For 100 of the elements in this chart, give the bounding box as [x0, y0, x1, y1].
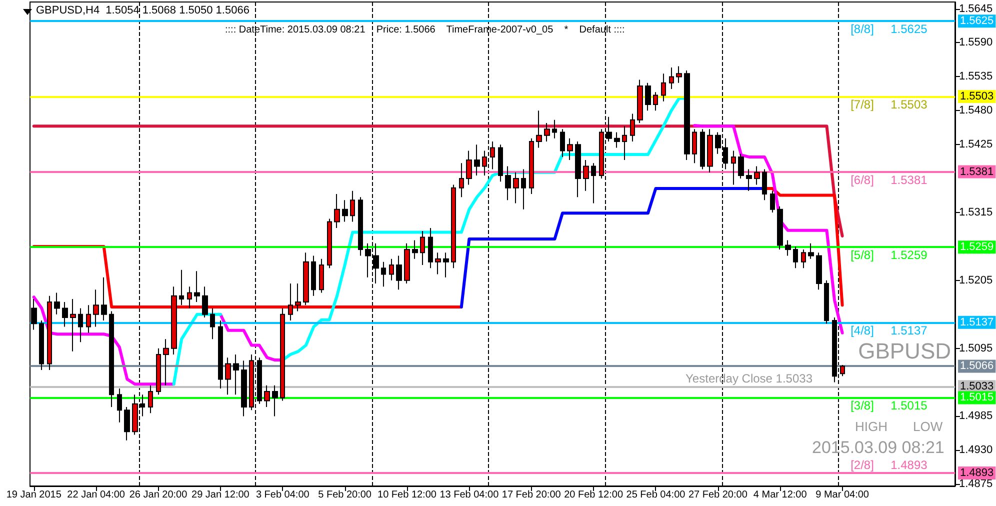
candlestick [661, 73, 666, 102]
candlestick [241, 360, 247, 417]
candlestick [225, 357, 231, 396]
candlestick [498, 144, 503, 182]
candlestick [389, 258, 394, 281]
candlestick [62, 302, 68, 328]
ref-line-label: 1.5259 [960, 241, 994, 254]
candlestick [264, 384, 270, 408]
candlestick [93, 289, 99, 328]
candlestick [707, 128, 713, 173]
candlestick [358, 196, 363, 256]
candlestick [521, 168, 526, 210]
x-tick-label: 4 Mar 12:00 [753, 490, 808, 500]
annotation: LOW [913, 419, 944, 434]
candlestick [529, 138, 534, 194]
ref-line-label: 1.5015 [960, 392, 994, 404]
ref-line-label: 1.5625 [960, 15, 994, 28]
candlestick [218, 320, 223, 389]
text: :::: DateTime: 2015.03.09 08:21 Price: 1.5066 TimeFrame-2007-v0_05 * Default :::: [225, 24, 625, 36]
candlestick [676, 66, 682, 84]
ref-line-label: 1.5066 [960, 360, 994, 372]
candlestick [210, 308, 215, 340]
candlestick [156, 348, 161, 396]
y-tick-label: 1.5095 [959, 342, 993, 354]
candlestick [731, 150, 736, 186]
candlestick [70, 298, 76, 352]
annotation: [4/8] 1.5137 [850, 323, 928, 338]
candlestick [777, 206, 783, 250]
ref-line-label: 1.5381 [960, 166, 994, 178]
candlestick [311, 255, 316, 296]
y-tick-label: 1.4875 [959, 478, 993, 490]
candlestick [101, 276, 107, 322]
candlestick [536, 110, 542, 148]
candlestick [816, 252, 822, 290]
y-tick-label: 1.5590 [959, 36, 993, 49]
annotation: [2/8] 1.4893 [850, 458, 928, 472]
candlestick [622, 126, 627, 161]
x-tick-label: 9 Mar 04:00 [816, 490, 870, 500]
candlestick [785, 240, 791, 256]
x-tick-label: 22 Jan 04:00 [67, 490, 126, 500]
candlestick [396, 255, 402, 290]
candlestick [288, 283, 293, 322]
candlestick [194, 270, 200, 303]
candlestick [700, 128, 705, 170]
candlestick [738, 153, 744, 180]
candlestick [466, 150, 472, 186]
candlestick [187, 286, 192, 309]
y-tick-label: 1.5480 [959, 104, 993, 117]
candlestick [630, 113, 635, 142]
candlestick [295, 283, 301, 312]
candlestick [560, 128, 565, 158]
candlestick [552, 119, 557, 139]
candlestick [179, 269, 184, 306]
annotation: [6/8] 1.5381 [850, 172, 928, 187]
candlestick [505, 166, 511, 201]
candlestick [746, 168, 752, 192]
candlestick [770, 190, 775, 214]
candlestick [801, 249, 806, 269]
x-tick-label: 26 Jan 20:00 [129, 490, 188, 500]
candlestick [124, 406, 130, 441]
candlestick [109, 310, 114, 408]
y-tick-label: 1.5315 [959, 206, 993, 219]
candlestick [54, 292, 60, 315]
candlestick [544, 122, 550, 142]
candlestick [148, 384, 153, 414]
y-tick-label: 1.5205 [959, 274, 993, 286]
candlestick [350, 190, 355, 222]
y-tick-label: 1.5535 [959, 70, 993, 83]
candlestick [327, 218, 332, 269]
candlestick [614, 132, 620, 148]
candlestick [824, 280, 829, 324]
chart-title: GBPUSD,H4 1.5054 1.5068 1.5050 1.5066 [36, 4, 250, 16]
candlestick [451, 184, 456, 269]
candlestick [428, 227, 433, 269]
candlestick [684, 70, 690, 161]
annotation: HIGH [855, 419, 888, 434]
candlestick [202, 286, 208, 318]
candlestick [762, 168, 767, 201]
y-tick-label: 1.4985 [959, 410, 993, 422]
x-tick-label: 10 Feb 12:00 [378, 490, 437, 500]
candlestick [669, 66, 674, 90]
candlestick [591, 162, 596, 204]
x-tick-label: 5 Feb 20:00 [318, 490, 372, 500]
annotation: GBPUSD [858, 338, 952, 364]
candlestick [404, 242, 410, 284]
candlestick [583, 160, 589, 192]
candlestick [653, 92, 658, 112]
annotation: [5/8] 1.5259 [850, 248, 928, 262]
annotation: [7/8] 1.5503 [850, 97, 928, 112]
candlestick [334, 193, 340, 228]
ref-line-label: 1.5137 [960, 316, 994, 328]
x-tick-label: 29 Jan 12:00 [192, 490, 250, 500]
candlestick [435, 252, 441, 275]
annotation: Yesterday Close 1.5033 [686, 372, 813, 386]
x-tick-label: 13 Feb 04:00 [440, 490, 500, 500]
candlestick [47, 295, 52, 370]
candlestick [575, 141, 581, 198]
candlestick [513, 172, 519, 204]
candlestick [342, 200, 348, 222]
x-tick-label: 3 Feb 04:00 [256, 490, 310, 500]
